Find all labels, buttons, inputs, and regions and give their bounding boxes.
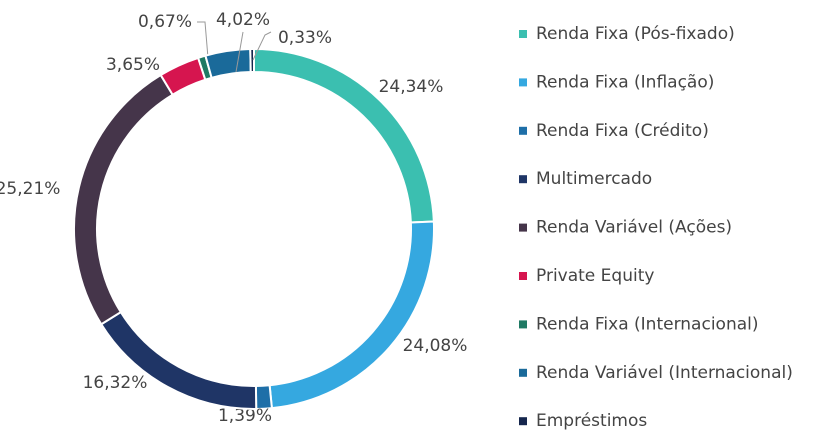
legend-label: Empréstimos xyxy=(536,411,647,431)
legend-label: Multimercado xyxy=(536,169,652,189)
legend-swatch xyxy=(519,368,527,377)
donut-segment xyxy=(249,47,255,74)
data-label: 0,67% xyxy=(138,12,192,32)
legend-label: Renda Fixa (Inflação) xyxy=(536,72,714,92)
donut-segment xyxy=(268,220,435,410)
legend-label: Renda Fixa (Crédito) xyxy=(536,121,709,141)
legend-label: Private Equity xyxy=(536,266,654,286)
legend-swatch xyxy=(519,78,527,87)
legend-label: Renda Fixa (Pós-fixado) xyxy=(536,24,735,44)
donut-segment xyxy=(99,310,258,410)
data-label: 0,33% xyxy=(278,28,332,48)
leader-line xyxy=(197,21,209,59)
legend-label: Renda Variável (Ações) xyxy=(536,218,732,238)
donut-segment xyxy=(253,47,435,224)
data-label: 3,65% xyxy=(106,55,160,75)
data-label: 16,32% xyxy=(83,373,148,393)
data-label: 1,39% xyxy=(218,406,272,426)
legend-swatch xyxy=(519,30,527,38)
data-label: 24,34% xyxy=(379,77,444,97)
legend-swatch xyxy=(519,320,527,329)
legend-swatch xyxy=(519,175,527,184)
leader-line xyxy=(235,31,244,73)
donut-segment xyxy=(73,73,175,326)
leader-line xyxy=(252,31,272,61)
data-label: 4,02% xyxy=(216,10,270,30)
legend-swatch xyxy=(519,417,527,426)
data-label: 25,21% xyxy=(0,179,60,199)
legend-swatch xyxy=(519,272,527,280)
legend-label: Renda Fixa (Internacional) xyxy=(536,314,759,334)
donut-segment xyxy=(204,48,252,80)
legend-label: Renda Variável (Internacional) xyxy=(536,363,793,383)
legend-swatch xyxy=(519,126,527,135)
legend-swatch xyxy=(519,223,527,232)
data-label: 24,08% xyxy=(403,336,468,356)
